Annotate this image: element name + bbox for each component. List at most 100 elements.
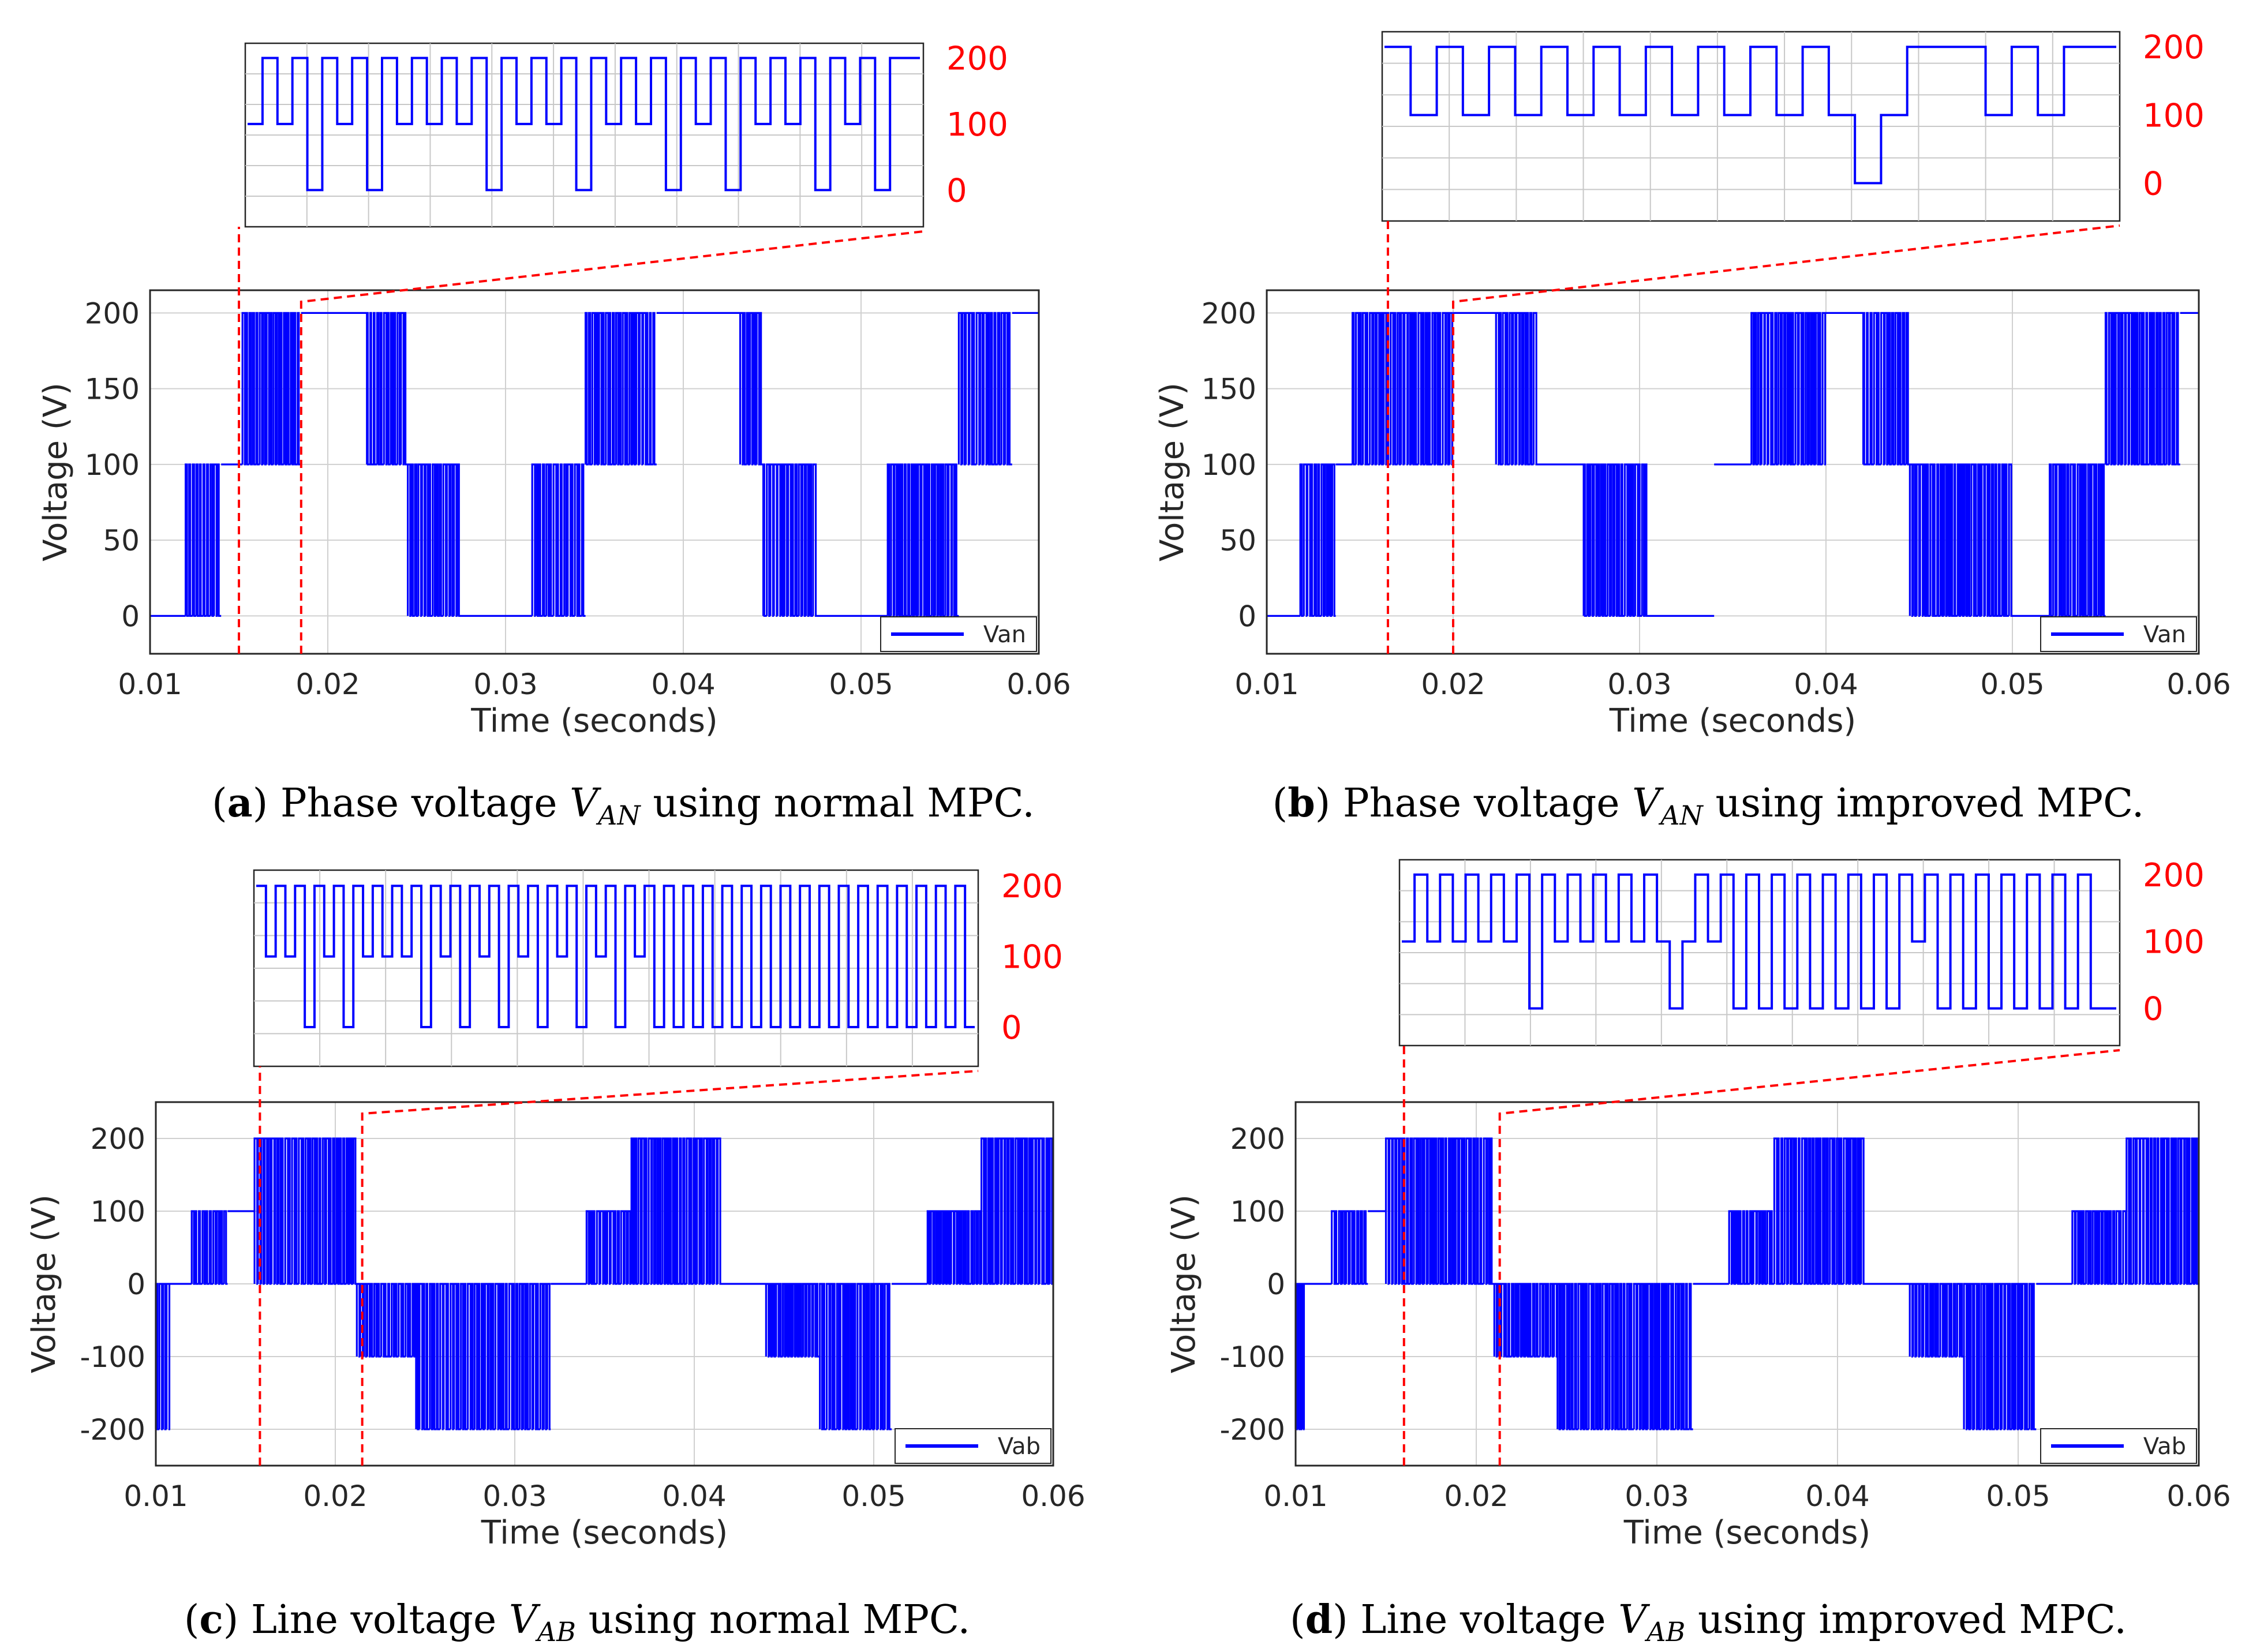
axes-box: [1294, 1101, 2200, 1467]
signal-vab: [155, 1137, 1053, 1430]
axes-box: [149, 289, 1040, 655]
panel-caption: (c) Line voltage VAB using normal MPC.: [184, 1597, 970, 1647]
legend: Van: [880, 616, 1037, 652]
x-tick-label: 0.05: [841, 1479, 905, 1513]
zoom-inset: 200 100 0: [244, 40, 1008, 228]
x-tick-label: 0.01: [124, 1479, 188, 1513]
caption-letter: c: [199, 1597, 223, 1643]
zoom-y-tick-label: 200: [2143, 857, 2205, 894]
caption-paren-close: ) Line voltage: [1333, 1597, 1618, 1643]
caption-variable: V: [570, 781, 601, 826]
caption-letter: a: [227, 780, 253, 826]
caption-subscript: AN: [596, 800, 641, 831]
x-tick-label: 0.01: [1263, 1479, 1327, 1513]
caption-subscript: AB: [535, 1616, 576, 1647]
legend-label: Van: [2143, 621, 2186, 648]
x-tick-label: 0.03: [473, 668, 537, 701]
zoom-connector-right: [300, 230, 924, 654]
zoom-y-tick-label: 0: [1001, 1009, 1022, 1047]
x-tick-label: 0.06: [1006, 668, 1071, 701]
caption-subscript: AB: [1644, 1616, 1685, 1647]
caption-text: using normal MPC.: [576, 1597, 970, 1643]
signal-trace: [155, 1137, 1053, 1430]
panel-d: 0.01 0.02 0.03 0.04 0.05 0.06 -200 -100 0 100 200 T…: [1165, 857, 2231, 1647]
caption-letter: b: [1288, 780, 1315, 826]
legend-label: Vab: [2143, 1433, 2186, 1460]
zoom-y-tick-label: 100: [2143, 97, 2205, 134]
x-tick-label: 0.01: [1234, 668, 1298, 701]
caption-text: using improved MPC.: [1703, 781, 2145, 826]
y-tick-label: 200: [91, 1122, 145, 1156]
y-tick-label: 0: [1238, 600, 1256, 633]
y-tick-label: 0: [121, 600, 140, 633]
y-tick-label: 100: [1230, 1195, 1285, 1228]
y-tick-label: 100: [1202, 448, 1256, 482]
x-tick-label: 0.06: [2166, 1479, 2231, 1513]
zoom-y-tick-label: 100: [1001, 939, 1063, 976]
y-tick-label: 50: [103, 524, 140, 557]
signal-van: [150, 312, 1039, 617]
x-tick-label: 0.06: [1021, 1479, 1085, 1513]
panel-a: 0.01 0.02 0.03 0.04 0.05 0.06 0 50 100 150 200 Time…: [37, 40, 1071, 831]
x-tick-label: 0.04: [651, 668, 715, 701]
x-tick-label: 0.03: [482, 1479, 547, 1513]
y-tick-label: 50: [1219, 524, 1256, 557]
x-tick-label: 0.02: [303, 1479, 367, 1513]
signal-trace: [1267, 312, 2199, 617]
caption-paren-close: ) Phase voltage: [1315, 781, 1632, 826]
x-tick-label: 0.02: [295, 668, 360, 701]
zoom-connector-right: [1498, 1049, 2120, 1466]
y-tick-label: 0: [127, 1268, 145, 1301]
y-axis-label: Voltage (V): [37, 383, 74, 561]
axes-box: [155, 1101, 1054, 1467]
y-axis-label: Voltage (V): [25, 1194, 63, 1373]
zoom-y-tick-label: 100: [2143, 924, 2205, 961]
caption-paren-open: (: [212, 781, 227, 826]
y-tick-label: 200: [85, 297, 140, 330]
signal-trace: [1294, 1137, 2199, 1430]
x-tick-label: 0.03: [1607, 668, 1671, 701]
zoom-connector-right: [361, 1070, 979, 1466]
y-tick-label: 150: [85, 373, 140, 406]
caption-paren-open: (: [184, 1597, 200, 1643]
zoom-trace: [256, 885, 975, 1028]
signal-van: [1267, 312, 2199, 617]
x-tick-label: 0.05: [1986, 1479, 2050, 1513]
axes-box: [1266, 289, 2200, 655]
y-tick-label: -100: [80, 1340, 145, 1374]
x-axis-label: Time (seconds): [470, 702, 717, 740]
x-tick-label: 0.05: [829, 668, 893, 701]
caption-paren-close: ) Phase voltage: [253, 781, 570, 826]
y-axis-label: Voltage (V): [1154, 383, 1191, 561]
legend: Vab: [2040, 1428, 2197, 1464]
caption-variable: V: [1632, 781, 1664, 826]
caption-text: using normal MPC.: [641, 781, 1035, 826]
zoom-trace: [1384, 46, 2116, 185]
caption-subscript: AN: [1658, 800, 1704, 831]
y-tick-label: 150: [1202, 373, 1256, 406]
panel-caption: (a) Phase voltage VAN using normal MPC.: [212, 780, 1035, 831]
y-axis-label: Voltage (V): [1165, 1194, 1203, 1373]
zoom-y-tick-label: 0: [2143, 991, 2164, 1028]
signal-trace: [150, 312, 1039, 617]
x-axis-label: Time (seconds): [1623, 1514, 1870, 1552]
zoom-y-tick-label: 200: [2143, 29, 2205, 66]
zoom-inset: 200 100 0: [1381, 29, 2205, 222]
zoom-trace: [1402, 873, 2116, 1010]
caption-letter: d: [1305, 1597, 1333, 1643]
x-tick-label: 0.06: [2166, 668, 2231, 701]
panel-caption: (b) Phase voltage VAN using improved MPC…: [1273, 780, 2145, 831]
panel-b: 0.01 0.02 0.03 0.04 0.05 0.06 0 50 100 150 200 Time…: [1154, 29, 2231, 831]
signal-vab: [1294, 1137, 2199, 1430]
y-tick-label: 0: [1267, 1268, 1285, 1301]
x-tick-label: 0.03: [1625, 1479, 1689, 1513]
zoom-connector-right: [1452, 224, 2120, 654]
zoom-y-tick-label: 100: [946, 106, 1008, 144]
legend: Van: [2040, 616, 2197, 652]
zoom-inset: 200 100 0: [1398, 857, 2205, 1047]
x-tick-label: 0.04: [1794, 668, 1858, 701]
x-tick-label: 0.04: [662, 1479, 726, 1513]
x-tick-label: 0.02: [1444, 1479, 1508, 1513]
x-tick-label: 0.02: [1421, 668, 1485, 701]
